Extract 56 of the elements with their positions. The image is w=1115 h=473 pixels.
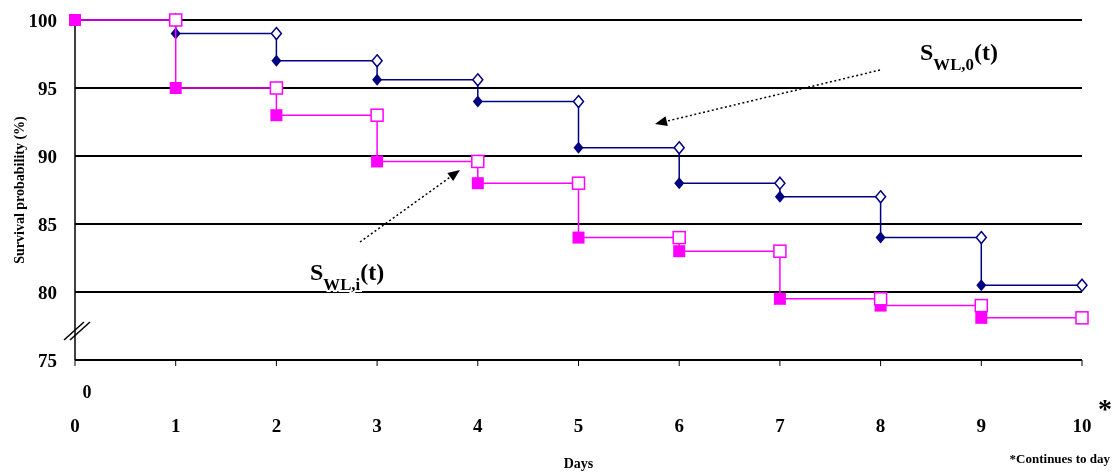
- x-tick-label: 1: [170, 415, 181, 436]
- x-tick-label: 8: [875, 415, 886, 436]
- point: [774, 190, 785, 203]
- y-tick-label: 85: [38, 214, 57, 235]
- y-tick-label: 95: [38, 78, 57, 99]
- point: [471, 154, 485, 169]
- text: *Continues to day: [1009, 451, 1111, 466]
- point: [573, 141, 584, 154]
- point: [674, 177, 685, 190]
- point: [672, 230, 686, 245]
- point: [270, 26, 283, 41]
- point: [371, 54, 383, 68]
- point: [974, 298, 989, 313]
- x-tick-label: 4: [473, 415, 484, 436]
- point: [874, 190, 887, 204]
- point: [472, 95, 483, 108]
- y-tick-label: 75: [38, 350, 57, 371]
- point: [774, 176, 786, 190]
- point: [270, 109, 283, 122]
- x-tick-label: 6: [674, 415, 684, 436]
- point: [773, 244, 787, 258]
- x-tick-label: 5: [573, 415, 584, 436]
- point: [169, 82, 182, 94]
- x-tick-label: 0: [70, 415, 80, 436]
- y-tick-label: 80: [38, 282, 57, 303]
- point: [572, 231, 585, 244]
- y-tick-label: 100: [28, 10, 57, 31]
- point: [471, 177, 484, 190]
- point: [571, 176, 586, 190]
- point: [873, 292, 888, 306]
- x-tick-label: 10: [1072, 415, 1092, 436]
- point: [673, 141, 685, 155]
- annotation: S$_{WL,0}$(t): [920, 39, 998, 74]
- point: [975, 230, 988, 245]
- point: [472, 73, 484, 87]
- point: [773, 292, 786, 305]
- point: [673, 245, 686, 258]
- y-tick-label: 90: [38, 146, 57, 167]
- x-tick-label: 9: [976, 415, 987, 436]
- point: [271, 54, 282, 67]
- point: [269, 81, 284, 95]
- text: 0: [82, 382, 92, 402]
- text: *: [1098, 393, 1112, 424]
- point: [371, 155, 384, 168]
- point: [572, 94, 585, 109]
- x-tick-label: 2: [271, 415, 282, 436]
- x-axis-title: Days: [563, 456, 594, 471]
- x-tick-label: 3: [372, 415, 382, 436]
- point: [370, 108, 384, 122]
- point: [372, 73, 383, 86]
- point: [975, 311, 988, 324]
- point: [875, 231, 886, 244]
- y-axis-title: Survival probability (%): [12, 115, 28, 264]
- point: [976, 279, 987, 292]
- annotation: S$_{WL,i}$(t): [310, 259, 385, 294]
- x-tick-label: 7: [775, 415, 786, 436]
